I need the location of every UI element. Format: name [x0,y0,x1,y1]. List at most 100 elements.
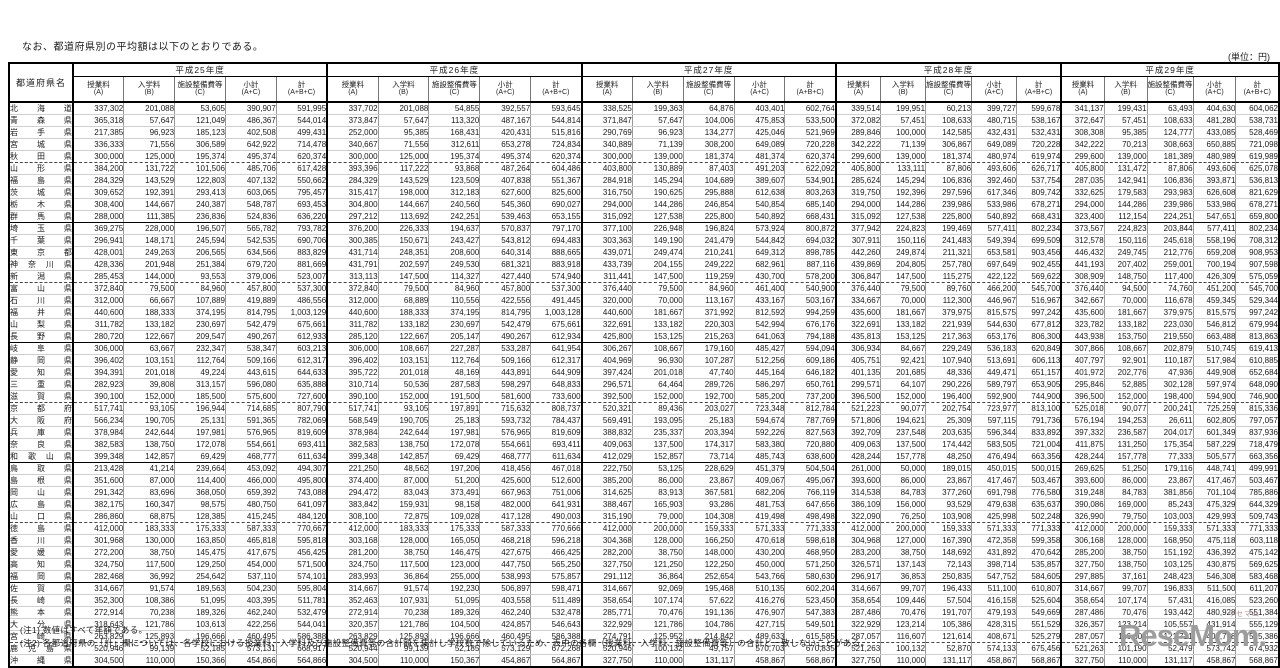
value-cell: 255,000 [428,570,480,583]
value-cell: 314,667 [580,582,633,595]
value-cell: 898,785 [784,246,836,259]
value-cell: 287,583 [428,378,480,391]
value-cell: 137,143 [880,558,926,571]
value-cell: 340,667 [326,138,379,151]
value-cell: 453,092 [225,462,277,475]
value-cell: 800,872 [784,222,836,235]
value-cell: 744,900 [1015,390,1062,403]
value-cell: 701,104 [1192,486,1236,499]
value-cell: 240,560 [428,198,480,211]
value-cell: 150,366 [174,654,226,667]
value-cell: 672,268 [530,642,582,655]
value-cell: 205,147 [428,330,480,343]
value-cell: 108,667 [631,342,684,355]
value-cell: 198,000 [377,186,429,199]
value-cell: 431,714 [326,246,379,259]
value-cell: 206,565 [174,246,226,259]
value-cell: 322,929 [834,618,881,631]
value-cell: 721,098 [1235,138,1279,151]
value-cell: 435,600 [1060,306,1105,319]
value-cell: 123,000 [428,558,480,571]
value-cell: 283,200 [834,546,881,559]
value-cell: 503,167 [784,294,836,307]
value-cell: 150,116 [1103,234,1148,247]
value-cell: 340,889 [580,138,633,151]
value-cell: 528,469 [1235,126,1279,139]
value-cell: 888,665 [530,246,582,259]
value-cell: 576,194 [1060,414,1105,427]
value-cell: 551,384 [1235,606,1279,619]
value-cell: 648,833 [530,378,582,391]
value-cell: 63,493 [1146,102,1194,115]
value-cell: 802,234 [1235,222,1279,235]
pref-name-cell: 石川県 [9,294,74,307]
value-cell: 314,667 [71,582,124,595]
pref-name-cell: 鳥取県 [9,462,74,475]
value-cell: 211,321 [925,246,972,259]
value-cell: 384,200 [71,162,124,175]
column-header: 入学料 (B) [1103,76,1148,103]
value-cell: 286,860 [71,510,124,523]
value-cell: 537,300 [275,282,328,295]
value-cell: 103,151 [123,354,175,367]
value-cell: 393,396 [326,162,379,175]
value-cell: 91,574 [377,582,429,595]
value-cell: 302,128 [1146,378,1194,391]
value-cell: 316,750 [580,186,633,199]
value-cell: 327,750 [580,654,633,667]
value-cell: 649,312 [733,246,785,259]
value-cell: 87,000 [377,474,429,487]
value-cell: 263,829 [326,630,379,643]
value-cell: 517,984 [1192,354,1236,367]
value-cell: 428,315 [971,618,1017,631]
value-cell: 371,847 [580,114,633,127]
value-cell: 104,308 [682,510,735,523]
value-cell: 409,063 [834,438,881,451]
value-cell: 481,280 [1192,114,1236,127]
value-cell: 70,476 [631,606,684,619]
value-cell: 571,333 [733,522,785,535]
value-cell: 446,432 [1060,246,1105,259]
value-cell: 144,286 [631,198,684,211]
value-cell: 107,931 [377,594,429,607]
value-cell: 422,556 [479,294,531,307]
value-cell: 676,176 [784,318,836,331]
value-cell: 94,500 [1103,282,1148,295]
value-cell: 304,968 [834,534,881,547]
value-cell: 503,467 [1015,474,1062,487]
value-cell: 131,472 [1103,162,1148,175]
value-cell: 242,644 [123,426,175,439]
value-cell: 535,857 [1015,558,1062,571]
value-cell: 373,567 [1060,222,1105,235]
value-cell: 368,050 [174,486,226,499]
value-cell: 540,900 [784,282,836,295]
value-cell: 485,706 [225,162,277,175]
column-header: 施設整備費等 (C) [428,76,480,103]
value-cell: 470,618 [733,534,785,547]
value-cell: 108,633 [1146,114,1194,127]
value-cell: 450,000 [733,558,785,571]
value-cell: 493,606 [1192,162,1236,175]
table-row: 宮崎県 263,829 125,893 196,666 460,495 586,388 26… [9,630,1279,643]
value-cell: 388,467 [580,498,633,511]
value-cell: 430,700 [733,270,785,283]
table-row: 青森県 365,318 57,647 121,049 486,367 544,014 373… [9,114,1279,127]
value-cell: 667,963 [479,486,531,499]
value-cell: 569,622 [1015,270,1062,283]
value-cell: 199,363 [631,102,684,115]
value-cell: 390,907 [225,102,277,115]
value-cell: 819,609 [530,426,582,439]
value-cell: 509,166 [479,354,531,367]
value-cell: 821,629 [1235,186,1279,199]
column-header: 小計 (A+C) [971,76,1017,103]
value-cell: 179,116 [1146,462,1194,475]
value-cell: 481,374 [733,150,785,163]
value-cell: 138,750 [123,438,175,451]
value-cell: 594,674 [733,414,785,427]
value-cell: 324,750 [71,558,124,571]
table-row: 京都府 517,741 93,105 196,944 714,685 807,790 517… [9,402,1279,415]
value-cell: 165,050 [428,534,480,547]
value-cell: 737,200 [784,390,836,403]
value-cell: 85,243 [1146,498,1194,511]
value-cell: 129,250 [174,558,226,571]
